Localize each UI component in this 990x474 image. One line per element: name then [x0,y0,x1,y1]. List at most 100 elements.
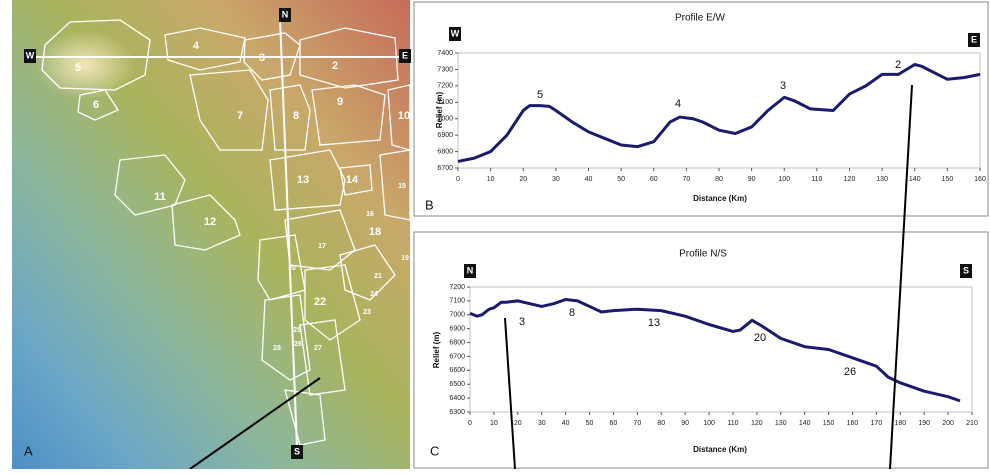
x-tick-label: 130 [775,420,787,427]
peak-label: 3 [519,316,525,328]
profile-end-label: S [963,265,969,275]
compass-west: W [26,50,35,60]
y-tick-label: 7400 [437,50,453,57]
region-label: 2 [332,60,338,72]
y-tick-label: 7100 [449,298,465,305]
peak-label: 13 [648,317,660,329]
x-tick-label: 10 [490,420,498,427]
region-label: 12 [204,216,216,228]
bright-area [35,30,135,100]
y-tick-label: 7200 [437,83,453,90]
marker-box [399,49,411,63]
region-label: 6 [93,99,99,111]
x-tick-label: 80 [715,176,723,183]
y-tick-label: 7200 [449,284,465,291]
region-label: 13 [297,174,309,186]
x-tick-label: 180 [894,420,906,427]
x-tick-label: 210 [966,420,978,427]
peak-label: 5 [537,89,543,101]
panel-letter: A [24,443,33,458]
x-tick-label: 170 [871,420,883,427]
y-tick-label: 7100 [437,99,453,106]
y-tick-label: 7300 [437,66,453,73]
x-tick-label: 160 [847,420,859,427]
panel-letter: C [430,443,439,458]
chart-title: Profile N/S [679,249,727,260]
x-tick-label: 150 [942,176,954,183]
peak-label: 3 [780,80,786,92]
y-tick-label: 6900 [449,326,465,333]
y-tick-label: 6800 [437,148,453,155]
x-tick-label: 20 [514,420,522,427]
profile-start-label: N [467,265,474,275]
marker-box [24,49,36,63]
y-axis-label: Relief (m) [432,331,441,368]
region-label: 23 [363,309,371,316]
region-label: 3 [259,52,265,64]
x-tick-label: 50 [617,176,625,183]
profile-end-label: E [971,34,977,44]
compass-south: S [294,446,300,456]
marker-box [449,27,461,41]
x-tick-label: 30 [552,176,560,183]
y-tick-label: 7000 [437,116,453,123]
y-tick-label: 6600 [449,367,465,374]
marker-box [464,264,476,278]
x-tick-label: 140 [909,176,921,183]
x-tick-label: 0 [456,176,460,183]
x-tick-label: 50 [586,420,594,427]
peak-label: 8 [569,307,575,319]
y-tick-label: 7000 [449,312,465,319]
x-tick-label: 100 [703,420,715,427]
region-label: 11 [154,191,166,203]
y-tick-label: 6500 [449,381,465,388]
x-tick-label: 110 [727,420,738,427]
compass-east: E [402,50,408,60]
x-tick-label: 140 [799,420,811,427]
region-label: 19 [401,255,409,262]
x-axis-label: Distance (Km) [693,194,747,203]
y-tick-label: 6700 [449,353,465,360]
compass-north: N [282,9,289,19]
region-label: 18 [369,226,381,238]
leader-lines [189,84,913,470]
region-label: 28 [273,345,281,352]
marker-box [960,264,972,278]
x-tick-label: 40 [562,420,570,427]
x-tick-label: 90 [748,176,756,183]
region-label: 4 [193,40,200,52]
peak-label: 2 [895,59,901,71]
region-label: 24 [370,291,378,298]
profile-start-label: W [451,28,460,38]
profile-line [457,63,981,163]
region-label: 26 [294,341,302,348]
x-tick-label: 130 [876,176,888,183]
x-tick-label: 0 [468,420,472,427]
region-label: 16 [366,211,374,218]
x-tick-label: 100 [778,176,790,183]
chart-frame [413,1,989,217]
x-tick-label: 160 [974,176,986,183]
x-tick-label: 110 [811,176,822,183]
region-label: 15 [398,183,406,190]
region-label: 17 [318,243,326,250]
region-label: 10 [398,110,410,122]
x-tick-label: 90 [681,420,689,427]
region-label: 21 [374,273,382,280]
profile-line [469,298,961,403]
y-tick-label: 6700 [437,165,453,172]
region-label: 27 [314,345,322,352]
region-label: 7 [237,110,243,122]
x-tick-label: 10 [487,176,495,183]
x-tick-label: 120 [844,176,856,183]
x-axis-label: Distance (Km) [693,445,747,454]
y-tick-label: 6800 [449,339,465,346]
region-label: 20 [288,265,296,272]
x-tick-label: 60 [610,420,618,427]
x-tick-label: 70 [633,420,641,427]
region-label: 8 [293,110,299,122]
region-outlines [41,19,411,446]
marker-box [291,445,303,459]
